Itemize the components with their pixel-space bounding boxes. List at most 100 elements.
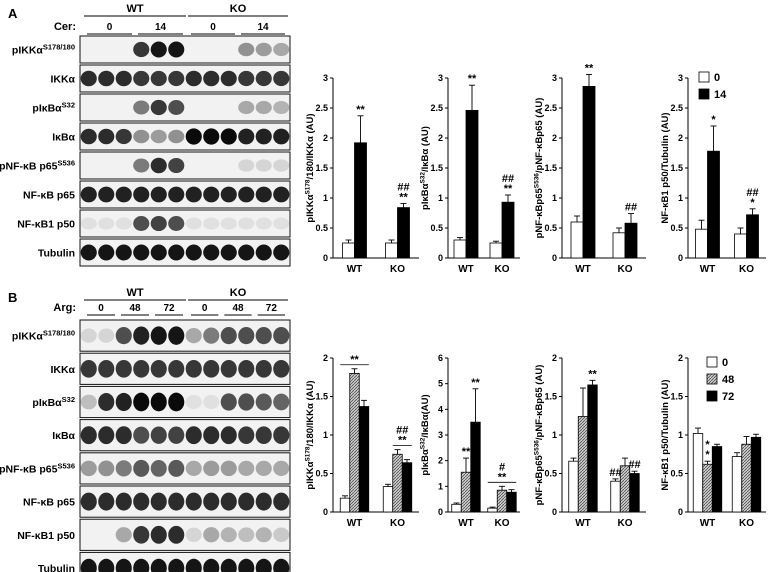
blot-strip-b-0 [79, 319, 291, 352]
treatment-label-b: Arg: [53, 302, 76, 314]
y-tick-label-6-2: 1 [552, 430, 557, 440]
blot-band-b-0-8 [220, 326, 237, 345]
x-tick-label-0-0: WT [347, 264, 363, 275]
x-tick-label-4-1: KO [390, 518, 405, 529]
blot-band-b-2-10 [255, 393, 272, 411]
y-tick-label-2-3: 1.5 [544, 163, 557, 173]
group-label-b-wt: WT [126, 287, 143, 299]
bar-1-0-0 [453, 239, 467, 259]
blot-band-a-5-11 [273, 186, 290, 203]
blot-band-a-4-3 [133, 158, 150, 173]
blot-band-a-6-10 [255, 217, 272, 230]
bar-6-0-1 [577, 416, 589, 513]
blot-band-b-7-3 [133, 558, 150, 572]
blot-band-a-7-5 [168, 244, 185, 261]
blot-label-a-2: pIκBαS32 [32, 101, 75, 115]
blot-band-b-0-7 [203, 327, 220, 344]
blot-band-b-0-9 [238, 326, 255, 345]
blot-band-b-0-2 [115, 326, 132, 345]
blot-band-a-3-1 [98, 128, 115, 145]
bar-1-1-0 [489, 242, 503, 259]
blot-band-b-1-9 [238, 359, 255, 378]
bar-6-1-0 [610, 480, 621, 513]
blot-band-b-1-8 [220, 359, 237, 378]
blot-band-b-7-0 [80, 558, 97, 572]
blot-band-b-6-2 [115, 527, 132, 543]
y-tick-label-2-6: 3 [552, 73, 557, 83]
blot-band-b-2-6 [185, 395, 202, 409]
blot-label-b-3: IκBα [52, 430, 75, 442]
blot-band-a-5-8 [220, 186, 237, 203]
blot-strip-a-4 [79, 151, 291, 180]
blot-band-a-1-1 [98, 70, 115, 87]
blot-band-a-7-11 [273, 244, 290, 261]
x-tick-label-7-1: KO [739, 518, 754, 529]
blot-band-a-6-2 [115, 217, 132, 230]
y-tick-label-2-5: 2.5 [544, 103, 557, 113]
x-tick-label-1-0: WT [458, 264, 474, 275]
y-tick-label-0-5: 2.5 [315, 103, 328, 113]
bar-5-1-1 [496, 489, 508, 513]
x-tick-label-5-1: KO [495, 518, 510, 529]
blot-band-a-1-3 [133, 70, 150, 87]
blot-strip-b-3 [79, 419, 291, 452]
blot-strip-b-2 [79, 385, 291, 419]
y-tick-label-1-3: 1.5 [430, 163, 443, 173]
blot-strip-a-7 [79, 238, 291, 267]
blot-band-b-4-4 [150, 460, 167, 477]
blot-band-b-4-5 [168, 459, 185, 477]
blot-band-b-3-2 [115, 426, 132, 445]
blot-band-a-5-0 [80, 186, 97, 203]
blot-band-a-2-10 [255, 100, 272, 115]
blot-strip-a-2 [79, 93, 291, 122]
bar-7-1-2 [750, 436, 762, 513]
x-tick-label-4-0: WT [347, 518, 363, 529]
bar-2-1-1 [624, 222, 638, 259]
x-tick-label-6-0: WT [575, 518, 591, 529]
blot-label-b-1: IKKα [50, 364, 75, 376]
blot-band-b-2-1 [98, 393, 115, 411]
y-tick-label-5-5: 5 [438, 379, 443, 389]
group-label-b-ko: KO [230, 287, 247, 299]
blot-band-b-1-4 [150, 359, 167, 378]
bar-6-0-2 [587, 384, 598, 513]
blot-band-b-1-5 [168, 359, 185, 378]
blot-band-b-0-0 [80, 328, 97, 343]
blot-band-a-5-2 [115, 186, 132, 203]
blot-band-b-6-11 [273, 527, 290, 543]
legend-label-legend_a-0: 0 [714, 72, 720, 84]
legend-swatch-legend_b-0 [706, 356, 718, 368]
blot-band-a-7-0 [80, 244, 97, 261]
significance-mark-6-0: ** [588, 368, 597, 380]
blot-band-b-2-8 [220, 393, 237, 411]
blot-band-b-5-4 [150, 492, 167, 511]
dose-label-b-1-1: 48 [232, 303, 244, 314]
blot-band-a-1-11 [273, 70, 290, 87]
y-tick-label-3-5: 2.5 [670, 103, 683, 113]
blot-band-a-2-3 [133, 100, 150, 115]
bar-1-1-1 [501, 201, 515, 259]
blot-band-a-7-9 [238, 244, 255, 261]
legend-label-legend_a-1: 14 [714, 89, 727, 101]
chart-6: 0 0.5 1 1.5 2 pNF-κBp65S536/pNF-κBp65 (AU) WT K… [534, 353, 646, 529]
blot-band-b-4-0 [80, 460, 97, 477]
blot-band-a-0-9 [238, 42, 255, 57]
blot-band-a-1-4 [150, 70, 167, 87]
blot-label-a-6: NF-κB1 p50 [17, 219, 75, 231]
blot-band-b-4-2 [115, 460, 132, 477]
group-label-a-wt: WT [126, 3, 143, 15]
blot-band-a-7-7 [203, 244, 220, 261]
y-tick-label-0-3: 1.5 [315, 163, 328, 173]
chart-3: 0 0.5 1 1.5 2 2.5 3 NF-κB1 p50/Tubulin (AU) WT KO… [660, 73, 766, 275]
blot-strip-b-4 [79, 452, 291, 485]
blot-band-b-0-4 [150, 326, 167, 345]
y-tick-label-5-1: 1 [438, 481, 443, 491]
bar-4-0-2 [358, 406, 370, 513]
y-tick-label-3-0: 0 [678, 253, 683, 263]
blot-band-b-4-6 [185, 460, 202, 477]
blot-band-a-5-4 [150, 186, 167, 203]
blot-band-b-6-3 [133, 525, 150, 544]
x-tick-label-5-0: WT [458, 518, 474, 529]
y-tick-label-5-2: 2 [438, 456, 443, 466]
